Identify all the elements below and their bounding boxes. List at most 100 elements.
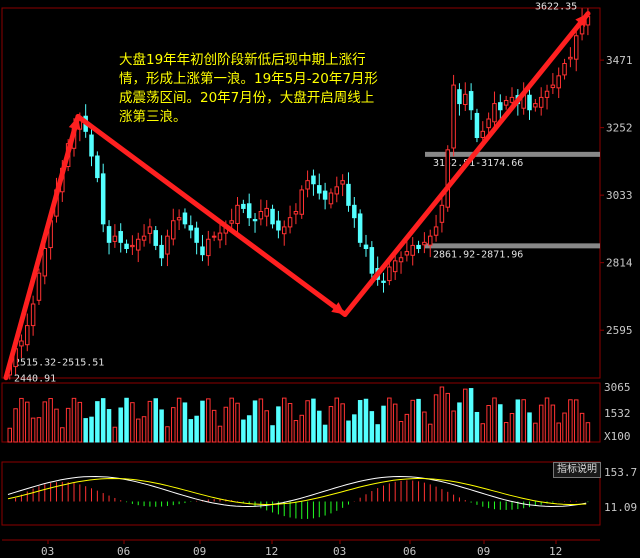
candle-body: [42, 248, 48, 277]
x-tick-label: 09: [193, 545, 206, 558]
candle-body: [141, 235, 147, 241]
candle-body: [334, 186, 340, 195]
volume-bar: [480, 423, 486, 443]
volume-bar: [556, 422, 561, 443]
volume-bar: [7, 427, 13, 443]
volume-bar: [276, 406, 281, 443]
volume-bar: [451, 410, 456, 443]
volume-bar: [194, 415, 199, 443]
candle-body: [439, 204, 445, 223]
candle-body: [217, 232, 223, 241]
candle-body: [264, 207, 269, 217]
price-zone-band: [425, 151, 600, 157]
candle-body: [340, 180, 345, 185]
candle-body: [573, 35, 579, 60]
volume-bar: [106, 409, 112, 443]
candle-body: [176, 217, 182, 221]
volume-bar: [474, 411, 480, 443]
volume-bar: [235, 402, 240, 443]
volume-bar: [229, 397, 234, 443]
candle-body: [392, 260, 398, 273]
candle-body: [568, 56, 573, 60]
volume-bar: [100, 398, 106, 443]
panel-frame: [1, 7, 601, 379]
volume-bar: [387, 397, 392, 443]
volume-bar: [468, 388, 474, 443]
volume-bar: [252, 400, 258, 443]
price-tick-label: 2595: [606, 324, 633, 337]
indicator-help-button[interactable]: 指标说明: [553, 462, 601, 478]
volume-bar: [439, 386, 445, 443]
chart-annotation: 大盘19年年初创阶段新低后现中期上涨行情，形成上涨第一浪。19年5月-20年7月…: [119, 52, 378, 125]
volume-bar: [357, 400, 363, 443]
volume-bar: [211, 409, 217, 443]
candle-body: [182, 212, 188, 225]
volume-bar: [457, 402, 462, 443]
volume-tick-label: 3065: [604, 381, 631, 394]
candle-body: [19, 340, 24, 347]
candle-body: [112, 235, 118, 242]
volume-bar: [188, 419, 194, 443]
candle-body: [509, 96, 515, 103]
volume-bar: [381, 405, 386, 443]
volume-bar: [287, 403, 293, 443]
candle-body: [556, 75, 561, 89]
volume-bar: [416, 398, 421, 443]
candle-body: [416, 244, 421, 250]
candle-body: [258, 211, 264, 220]
volume-bar: [585, 422, 591, 443]
volume-bar: [538, 404, 544, 443]
candle-body: [299, 189, 305, 215]
volume-bar: [445, 392, 451, 443]
volume-bar: [171, 407, 176, 443]
volume-bar: [95, 401, 100, 443]
volume-bar: [503, 422, 509, 443]
candle-body: [410, 244, 415, 256]
volume-bar: [433, 394, 439, 443]
candle-body: [404, 251, 410, 256]
candle-body: [480, 130, 486, 138]
candle-body: [200, 246, 205, 256]
candle-body: [25, 325, 30, 346]
candle-body: [171, 220, 176, 240]
volume-bar: [19, 397, 24, 443]
candle-body: [287, 217, 293, 228]
candle-body: [95, 155, 100, 179]
volume-bar: [404, 413, 410, 443]
wave-arrow-line: [75, 114, 348, 317]
candle-body: [106, 226, 112, 243]
volume-bar: [176, 397, 182, 443]
candle-body: [281, 226, 287, 235]
candle-body: [293, 211, 299, 215]
candle-body: [206, 238, 211, 257]
volume-bar: [118, 407, 123, 443]
wave-arrow-head: [68, 116, 81, 131]
volume-bar: [200, 400, 205, 443]
volume-bar: [258, 398, 264, 443]
volume-bar: [246, 415, 252, 443]
x-tick-label: 03: [41, 545, 54, 558]
candle-body: [229, 220, 234, 224]
candle-body: [527, 94, 532, 111]
candle-body: [544, 90, 550, 98]
candle-body: [194, 227, 199, 243]
candle-body: [468, 91, 474, 111]
candle-body: [124, 243, 129, 250]
x-tick-label: 12: [549, 545, 562, 558]
volume-bar: [562, 412, 567, 443]
volume-bar: [153, 398, 159, 443]
volume-bar: [112, 426, 118, 443]
volume-bar: [159, 409, 164, 443]
volume-bar: [422, 411, 427, 443]
candle-body: [346, 183, 351, 206]
candle-body: [270, 208, 275, 225]
volume-bar: [573, 399, 579, 443]
candle-body: [427, 235, 433, 246]
candle-body: [159, 244, 164, 259]
volume-bar: [71, 397, 77, 443]
volume-bar: [48, 398, 53, 443]
candle-body: [463, 93, 468, 106]
volume-bar: [392, 403, 398, 443]
macd-tick-label: 153.7: [604, 466, 637, 479]
